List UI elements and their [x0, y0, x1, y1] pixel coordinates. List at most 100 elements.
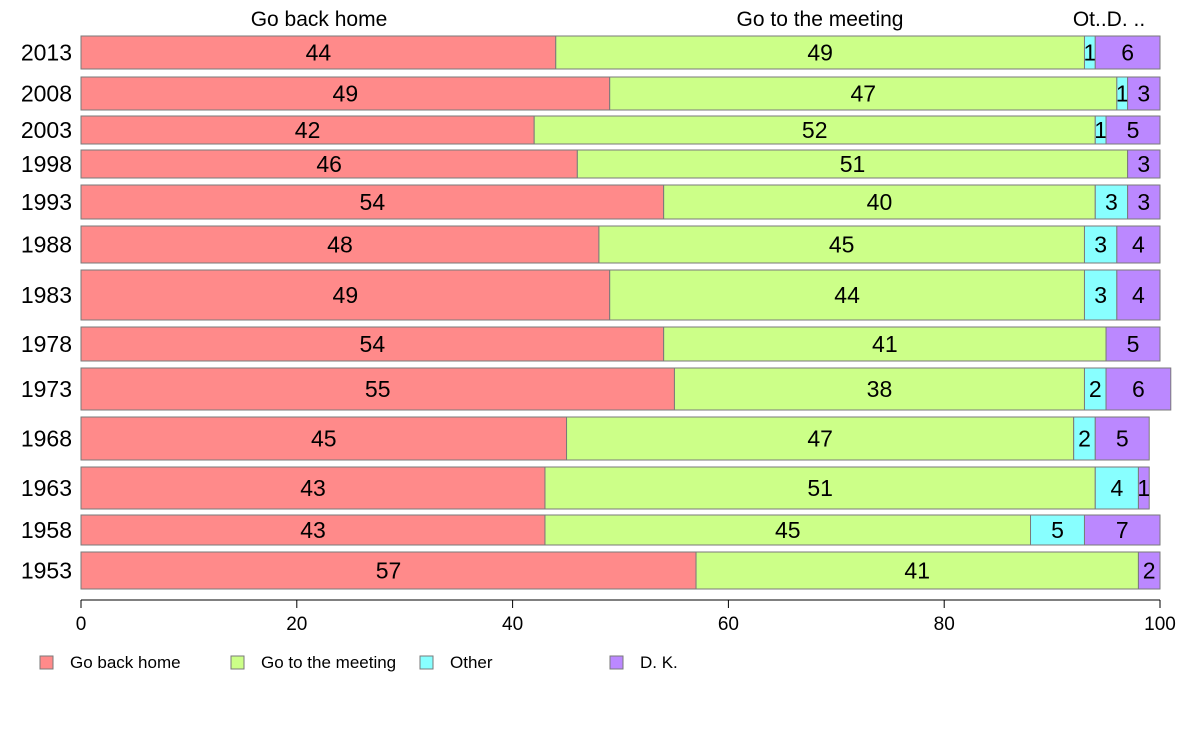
data-label: 3 [1137, 189, 1150, 215]
bar-segment [609, 76, 1118, 111]
bar-segment [80, 35, 557, 70]
bar-segment [1127, 76, 1161, 111]
year-label: 1963 [21, 475, 72, 501]
bar-row: 1983 49 44 3 4 [21, 269, 1161, 321]
bar-segment [533, 115, 1096, 145]
data-label: 55 [365, 376, 391, 402]
bar-segment [1083, 269, 1118, 321]
data-label: 2 [1078, 426, 1091, 452]
data-label: 1 [1094, 117, 1107, 143]
bar-segment [80, 269, 611, 321]
bar-row: 2003 42 52 1 5 [21, 115, 1161, 145]
data-label: 57 [376, 558, 402, 584]
year-label: 2008 [21, 81, 72, 107]
bar-row: 2008 49 47 1 3 [21, 76, 1161, 111]
data-label: 7 [1116, 517, 1129, 543]
bar-segment [1105, 326, 1161, 362]
x-tick-label: 0 [76, 614, 87, 635]
data-label: 3 [1137, 151, 1150, 177]
bar-segment [1137, 466, 1150, 510]
data-label: 4 [1110, 475, 1123, 501]
legend-label: Go to the meeting [261, 653, 396, 672]
data-label: 48 [327, 232, 353, 258]
x-tick-label: 100 [1144, 614, 1176, 635]
data-label: 3 [1094, 282, 1107, 308]
bar-segment [80, 551, 697, 590]
data-label: 47 [850, 81, 876, 107]
column-header: Go to the meeting [737, 8, 904, 31]
x-tick-label: 20 [286, 614, 307, 635]
year-label: 1998 [21, 151, 72, 177]
data-label: 54 [360, 331, 386, 357]
bar-segment [1105, 367, 1172, 411]
legend-item: D. K. [609, 653, 678, 672]
data-label: 51 [807, 475, 833, 501]
bar-segment [544, 466, 1096, 510]
bar-row: 1968 45 47 2 5 [21, 416, 1150, 461]
bar-row: 1998 46 51 3 [21, 149, 1161, 179]
data-label: 38 [867, 376, 893, 402]
bar-segment [598, 225, 1085, 264]
year-label: 1973 [21, 376, 72, 402]
data-label: 1 [1083, 40, 1096, 66]
bar-segment [1116, 225, 1161, 264]
legend-label: Other [450, 653, 493, 672]
x-tick-label: 60 [718, 614, 739, 635]
data-label: 42 [295, 117, 321, 143]
bar-segment [80, 326, 665, 362]
data-label: 3 [1094, 232, 1107, 258]
data-label: 5 [1051, 517, 1064, 543]
bar-segment [576, 149, 1129, 179]
bar-segment [1105, 115, 1161, 145]
legend-swatch [39, 655, 54, 670]
data-label: 6 [1132, 376, 1145, 402]
legend: Go back home Go to the meeting Other D. K. [39, 653, 678, 672]
data-label: 2 [1089, 376, 1102, 402]
data-label: 45 [775, 517, 801, 543]
column-headers: Go back home Go to the meeting Ot..D. .. [251, 8, 1145, 31]
legend-item: Other [419, 653, 493, 672]
bar-segment [1094, 35, 1161, 70]
bar-row: 1978 54 41 5 [21, 326, 1161, 362]
year-label: 1958 [21, 517, 72, 543]
legend-swatch [230, 655, 245, 670]
data-label: 41 [904, 558, 930, 584]
bar-segment [695, 551, 1139, 590]
data-label: 49 [807, 40, 833, 66]
data-label: 4 [1132, 282, 1145, 308]
data-label: 51 [840, 151, 866, 177]
data-label: 52 [802, 117, 828, 143]
bar-segment [80, 225, 600, 264]
data-label: 40 [867, 189, 893, 215]
data-label: 49 [333, 282, 359, 308]
bar-segment [1094, 184, 1129, 220]
bar-segment [80, 466, 546, 510]
data-label: 5 [1116, 426, 1129, 452]
data-label: 45 [829, 232, 855, 258]
bar-segment [566, 416, 1075, 461]
bar-segment [80, 416, 568, 461]
year-label: 1993 [21, 189, 72, 215]
year-label: 2003 [21, 117, 72, 143]
data-label: 1 [1116, 81, 1129, 107]
x-tick-label: 80 [934, 614, 955, 635]
bar-segment [1030, 514, 1085, 546]
data-label: 3 [1105, 189, 1118, 215]
data-label: 5 [1127, 331, 1140, 357]
legend-swatch [609, 655, 624, 670]
bar-row: 1963 43 51 4 1 [21, 466, 1150, 510]
legend-item: Go back home [39, 653, 181, 672]
bar-segment [1094, 466, 1139, 510]
bar-row: 1953 57 41 2 [21, 551, 1161, 590]
year-label: 1968 [21, 426, 72, 452]
legend-item: Go to the meeting [230, 653, 396, 672]
data-label: 1 [1137, 475, 1150, 501]
legend-swatch [419, 655, 434, 670]
x-tick-label: 40 [502, 614, 523, 635]
bar-segment [80, 514, 546, 546]
bar-segment [80, 115, 535, 145]
bar-row: 1973 55 38 2 6 [21, 367, 1172, 411]
bar-segment [1083, 225, 1118, 264]
bar-row: 1993 54 40 3 3 [21, 184, 1161, 220]
